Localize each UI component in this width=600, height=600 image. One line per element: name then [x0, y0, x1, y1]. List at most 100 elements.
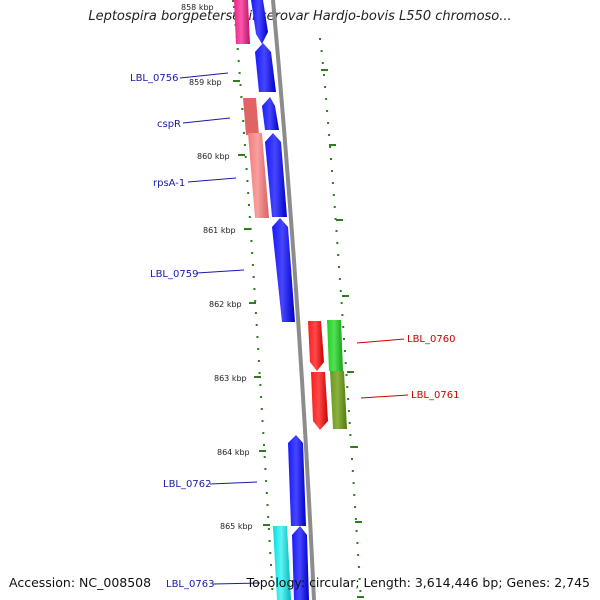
tick-label: 862 kbp [209, 300, 242, 309]
gene-label-LBL_0762[interactable]: LBL_0762 [163, 479, 211, 490]
leader-cspR [182, 117, 231, 124]
leader-LBL_0762 [209, 481, 258, 485]
ring-dot [254, 312, 257, 314]
gene-label-LBL_0759[interactable]: LBL_0759 [150, 269, 198, 280]
ring-dot [347, 410, 350, 412]
length-value: 3,614,446 bp [414, 575, 499, 590]
ring-dot [247, 192, 250, 194]
accession-value: NC_008508 [79, 575, 152, 590]
ring-dot [268, 540, 271, 542]
ring-dot [346, 386, 349, 388]
ring-dot [341, 314, 344, 316]
gene-LBL_0760-green[interactable] [327, 320, 343, 371]
gene-LBL_0763[interactable] [292, 526, 309, 600]
features-forward-lane [251, 0, 309, 600]
gene-magenta[interactable] [234, 0, 250, 44]
ring-dot [248, 204, 250, 206]
ring-dot [243, 144, 246, 146]
gene-label-LBL_0763[interactable]: LBL_0763 [166, 579, 214, 590]
ring-dot [260, 408, 263, 410]
leader-rpsA-1 [187, 177, 237, 183]
ring-dot [353, 494, 356, 496]
gene-labels: LBL_0756 cspR rpsA-1 LBL_0759 LBL_0760 L… [130, 73, 459, 590]
leader-LBL_0759 [196, 269, 245, 274]
gene-cyan[interactable] [273, 526, 291, 600]
accession-info: Accession: NC_008508 [9, 575, 151, 590]
ring-dot [255, 324, 258, 326]
ring-dot [345, 374, 348, 376]
gene-LBL_0762[interactable] [288, 435, 306, 526]
leader-LBL_0760 [356, 338, 405, 344]
ring-dot [351, 470, 354, 472]
gene-LBL_0756[interactable] [255, 43, 276, 92]
tick-label: 859 kbp [189, 78, 222, 87]
ring-dot [265, 480, 268, 482]
genome-stats: Topology: circular; Length: 3,614,446 bp… [246, 575, 590, 590]
topology-label: Topology: [246, 575, 306, 590]
ring-dot [233, 12, 236, 14]
gene-LBL_0759[interactable] [272, 218, 295, 322]
gene-label-cspR[interactable]: cspR [157, 119, 181, 130]
ring-dot [253, 288, 256, 290]
gene-LBL_0761-red[interactable] [311, 372, 328, 430]
ring-dot [324, 86, 327, 88]
ring-dot [259, 384, 262, 386]
ring-dot [263, 456, 266, 458]
gene-LBL_0761-olive[interactable] [330, 371, 347, 429]
ring-dot [358, 578, 361, 580]
ring-dot [236, 48, 239, 50]
features-inner-lane [234, 0, 291, 600]
genes-value: 2,745 [554, 575, 590, 590]
ring-dot [340, 302, 343, 304]
tick-label: 865 kbp [220, 522, 253, 531]
ring-dot [338, 266, 340, 268]
ring-dot [342, 326, 345, 328]
ring-dot [319, 38, 321, 40]
ring-dot [349, 434, 352, 436]
gene-label-LBL_0756[interactable]: LBL_0756 [130, 73, 178, 84]
gene-rpsA-1-block[interactable] [248, 133, 269, 218]
ring-dot [343, 350, 346, 352]
inner-dotted-ring [232, 0, 274, 590]
topology-value: circular [309, 575, 356, 590]
ring-dot [348, 422, 351, 424]
ring-dot [251, 264, 254, 266]
ring-dot [338, 278, 341, 280]
ring-dot [356, 542, 359, 544]
ring-dot [240, 96, 243, 98]
gene-label-rpsA-1[interactable]: rpsA-1 [153, 178, 185, 189]
ring-dot [244, 156, 247, 158]
gene-label-LBL_0761[interactable]: LBL_0761 [411, 390, 459, 401]
ring-dot [270, 576, 273, 578]
ring-dot [238, 72, 241, 74]
gene-forward-top[interactable] [251, 0, 268, 44]
accession-label: Accession: [9, 575, 76, 590]
ring-dot [355, 530, 358, 532]
ring-dot [251, 252, 254, 254]
ring-dot [232, 0, 234, 2]
leader-LBL_0761 [360, 394, 409, 399]
ring-dot [329, 146, 332, 148]
ring-dot [266, 504, 269, 506]
ring-dot [328, 134, 331, 136]
gene-rpsA-1-arrow[interactable] [265, 133, 287, 217]
gene-LBL_0760-red[interactable] [308, 321, 324, 371]
gene-cspR-block[interactable] [243, 98, 259, 135]
ring-dot [250, 240, 253, 242]
gene-label-LBL_0760[interactable]: LBL_0760 [407, 334, 455, 345]
ring-dot [335, 230, 338, 232]
ring-dot [258, 372, 261, 374]
outer-dotted-ring [319, 38, 362, 592]
ring-dot [323, 74, 325, 76]
gene-cspR-arrow[interactable] [262, 97, 279, 130]
ring-dot [354, 518, 357, 520]
tick-label: 863 kbp [214, 374, 247, 383]
tick-label: 858 kbp [181, 3, 214, 12]
ring-dot [339, 290, 342, 292]
ring-dot [262, 432, 265, 434]
ring-dot [260, 396, 263, 398]
ring-dot [239, 84, 242, 86]
ring-dot [267, 516, 270, 518]
ring-dot [337, 254, 340, 256]
